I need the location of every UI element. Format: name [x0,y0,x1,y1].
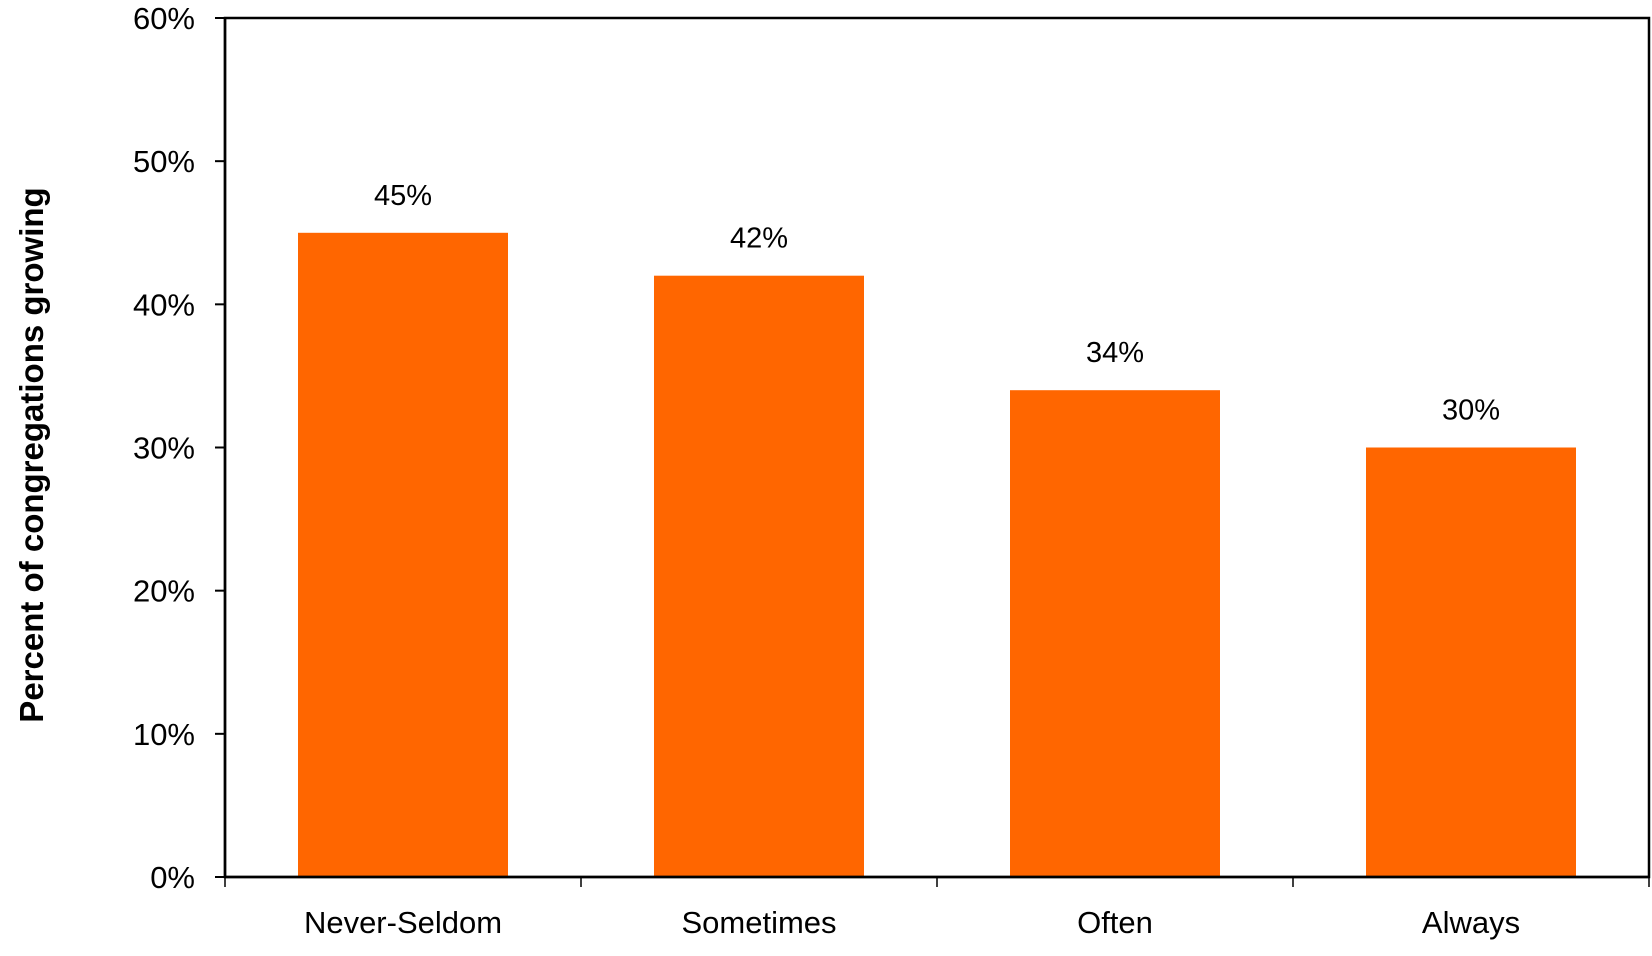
x-tick-label: Never-Seldom [304,905,502,940]
data-labels-layer: 45% 42% 34% 30% [374,180,1500,427]
y-tick-label: 40% [133,287,195,322]
bars-layer [298,232,1576,878]
bar-sometimes [654,275,864,877]
data-label: 34% [1086,337,1144,369]
data-label: 45% [374,180,432,212]
y-tick-label: 20% [133,574,195,609]
y-tick-label: 30% [133,431,195,466]
bar-never-seldom [298,232,508,878]
y-ticks-layer: 0% 10% 20% 30% 40% 50% 60% [133,1,1650,895]
x-tick-labels-layer: Never-Seldom Sometimes Often Always [304,905,1520,940]
bar-always [1366,447,1576,877]
y-tick-label: 10% [133,717,195,752]
bar-often [1010,390,1220,877]
y-tick-label: 60% [133,1,195,36]
x-tick-label: Often [1077,905,1153,940]
y-tick-label: 50% [133,144,195,179]
data-label: 42% [730,223,788,255]
y-tick-label: 0% [150,860,195,895]
data-label: 30% [1442,395,1500,427]
x-tick-label: Always [1422,905,1520,940]
y-axis-title: Percent of congregations growing [13,187,50,722]
x-tick-label: Sometimes [681,905,836,940]
